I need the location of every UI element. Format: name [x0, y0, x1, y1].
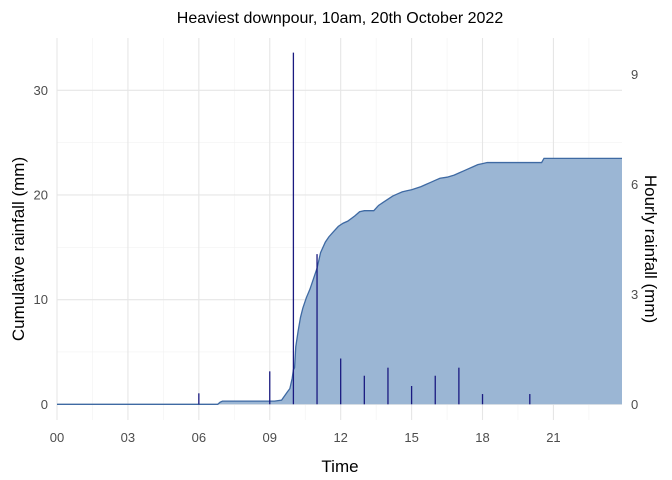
y2-tick-label: 6 — [631, 177, 638, 192]
x-tick-label: 03 — [121, 430, 135, 445]
x-tick-label: 15 — [404, 430, 418, 445]
cumulative-area — [57, 158, 622, 405]
y-axis-title: Cumulative rainfall (mm) — [9, 157, 28, 341]
x-tick-label: 21 — [546, 430, 560, 445]
y2-tick-label: 3 — [631, 287, 638, 302]
x-tick-label: 09 — [263, 430, 277, 445]
x-tick-label: 12 — [333, 430, 347, 445]
y2-tick-label: 9 — [631, 67, 638, 82]
y-tick-label: 20 — [34, 187, 48, 202]
x-tick-label: 06 — [192, 430, 206, 445]
x-axis-title: Time — [321, 457, 358, 476]
y2-tick-label: 0 — [631, 397, 638, 412]
y-tick-label: 0 — [41, 397, 48, 412]
hourly-bars — [198, 52, 531, 405]
y-tick-labels: 0 10 20 30 — [34, 83, 48, 412]
x-tick-labels: 00 03 06 09 12 15 18 21 — [50, 430, 561, 445]
y-tick-label: 30 — [34, 83, 48, 98]
x-tick-label: 18 — [475, 430, 489, 445]
x-tick-label: 00 — [50, 430, 64, 445]
y2-tick-labels: 0 3 6 9 — [631, 67, 638, 412]
y-tick-label: 10 — [34, 292, 48, 307]
chart-title: Heaviest downpour, 10am, 20th October 20… — [177, 10, 504, 27]
y2-axis-title: Hourly rainfall (mm) — [641, 175, 660, 323]
